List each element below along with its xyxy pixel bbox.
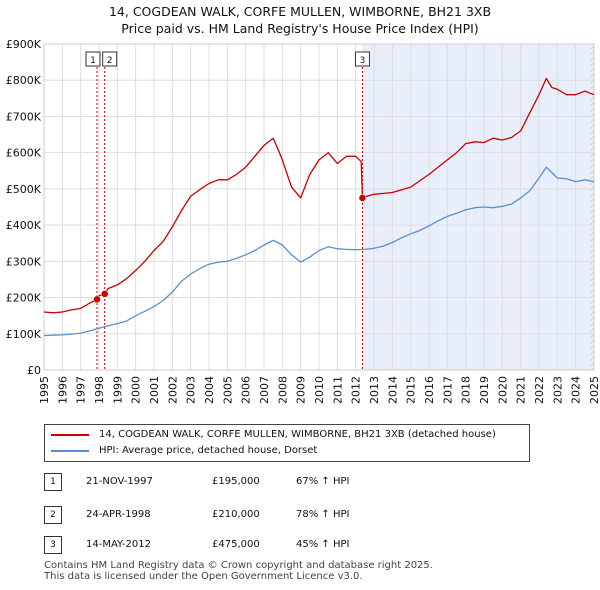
sale-marker-badge	[354, 51, 370, 67]
x-tick-label: 2001	[148, 376, 161, 404]
footer-copyright: Contains HM Land Registry data © Crown c…	[44, 560, 433, 571]
x-tick-label: 2000	[130, 376, 143, 404]
transaction-date: 14-MAY-2012	[86, 539, 152, 550]
legend-swatch-hpi	[51, 450, 89, 452]
sale-marker-label: 3	[360, 56, 366, 66]
x-tick-label: 2005	[221, 376, 234, 404]
forecast-hatch	[590, 44, 594, 370]
legend-label-hpi: HPI: Average price, detached house, Dors…	[99, 445, 318, 456]
transaction-number-badge: 1	[44, 473, 62, 491]
x-tick-label: 2011	[331, 376, 344, 404]
x-tick-label: 2015	[405, 376, 418, 404]
x-tick-label: 2023	[551, 376, 564, 404]
transaction-hpi: 45% ↑ HPI	[296, 539, 350, 550]
x-tick-label: 2022	[533, 376, 546, 404]
sale-point	[358, 194, 367, 202]
x-tick-label: 2024	[570, 376, 583, 404]
sale-marker-badge	[102, 51, 118, 67]
x-tick-label: 2010	[313, 376, 326, 404]
x-tick-label: 1996	[56, 376, 69, 404]
footer: Contains HM Land Registry data © Crown c…	[44, 560, 433, 582]
x-tick-label: 2020	[496, 376, 509, 404]
x-tick-label: 2008	[276, 376, 289, 404]
x-tick-label: 2017	[441, 376, 454, 404]
footer-licence: This data is licensed under the Open Gov…	[44, 571, 363, 582]
x-tick-label: 2009	[295, 376, 308, 404]
transaction-hpi: 78% ↑ HPI	[296, 509, 350, 520]
x-tick-label: 2003	[185, 376, 198, 404]
transaction-price: £195,000	[212, 476, 260, 487]
sale-marker-label: 2	[107, 56, 113, 66]
y-tick-label: £200K	[6, 292, 42, 305]
x-tick-label: 2013	[368, 376, 381, 404]
y-tick-label: £800K	[6, 74, 42, 87]
x-tick-label: 2016	[423, 376, 436, 404]
y-tick-label: £900K	[6, 38, 42, 51]
property-price-line	[43, 77, 595, 314]
price-chart: £0 £100K £200K £300K £400K £500K £600K £700K £80…	[6, 38, 600, 404]
transaction-price: £210,000	[212, 509, 260, 520]
x-tick-label: 1999	[111, 376, 124, 404]
x-tick-label: 2002	[166, 376, 179, 404]
x-tick-label: 2012	[350, 376, 363, 404]
legend-label-property: 14, COGDEAN WALK, CORFE MULLEN, WIMBORNE…	[99, 429, 496, 440]
x-tick-label: 1998	[93, 376, 106, 404]
x-tick-label: 2019	[478, 376, 491, 404]
x-tick-label: 2018	[460, 376, 473, 404]
plot-border	[43, 43, 595, 371]
y-tick-label: £0	[27, 364, 41, 377]
transaction-date: 21-NOV-1997	[86, 476, 153, 487]
chart-title-line2: Price paid vs. HM Land Registry's House …	[121, 21, 479, 36]
x-tick-label: 2025	[588, 376, 600, 404]
legend: 14, COGDEAN WALK, CORFE MULLEN, WIMBORNE…	[44, 424, 530, 462]
x-tick-label: 2004	[203, 376, 216, 404]
x-tick-label: 2007	[258, 376, 271, 404]
y-tick-label: £100K	[6, 328, 42, 341]
x-tick-label: 1995	[38, 376, 51, 404]
x-tick-label: 2014	[386, 376, 399, 404]
sale-point	[100, 290, 109, 298]
sale-marker-badge	[85, 51, 101, 67]
y-tick-label: £300K	[6, 255, 42, 268]
chart-title-line1: 14, COGDEAN WALK, CORFE MULLEN, WIMBORNE…	[108, 4, 492, 19]
transaction-number-badge: 2	[44, 506, 62, 524]
x-tick-label: 2021	[515, 376, 528, 404]
transaction-hpi: 67% ↑ HPI	[296, 476, 350, 487]
hpi-line	[43, 166, 595, 337]
sale-marker-label: 1	[90, 56, 96, 66]
transaction-date: 24-APR-1998	[86, 509, 151, 520]
y-tick-label: £700K	[6, 110, 42, 123]
transaction-price: £475,000	[212, 539, 260, 550]
sale-point	[93, 295, 101, 304]
y-tick-label: £500K	[6, 183, 42, 196]
x-tick-label: 1997	[75, 376, 88, 404]
transaction-number-badge: 3	[44, 536, 62, 554]
y-tick-label: £600K	[6, 147, 42, 160]
y-tick-label: £400K	[6, 219, 42, 232]
x-tick-label: 2006	[240, 376, 253, 404]
legend-swatch-property	[51, 434, 89, 436]
